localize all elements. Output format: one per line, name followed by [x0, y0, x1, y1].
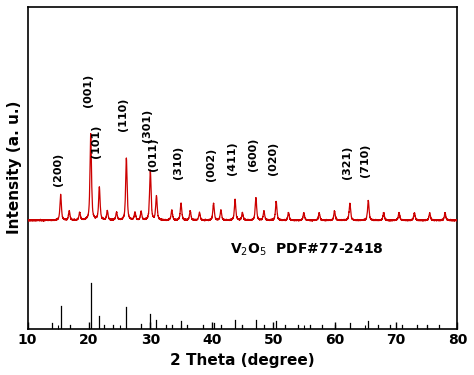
Text: (710): (710) [360, 144, 370, 177]
X-axis label: 2 Theta (degree): 2 Theta (degree) [170, 353, 315, 368]
Text: (301): (301) [142, 109, 152, 142]
Text: (001): (001) [82, 74, 93, 106]
Text: (411): (411) [227, 141, 237, 175]
Text: V$_2$O$_5$  PDF#77-2418: V$_2$O$_5$ PDF#77-2418 [229, 242, 383, 258]
Y-axis label: Intensity (a. u.): Intensity (a. u.) [7, 101, 22, 234]
Text: (011): (011) [148, 138, 158, 171]
Text: (200): (200) [53, 153, 63, 186]
Text: (600): (600) [248, 138, 258, 171]
Text: (101): (101) [91, 125, 101, 159]
Text: (002): (002) [206, 148, 216, 181]
Text: (020): (020) [268, 142, 278, 175]
Text: (310): (310) [173, 146, 183, 179]
Text: (321): (321) [342, 146, 352, 179]
Text: (110): (110) [118, 98, 128, 132]
